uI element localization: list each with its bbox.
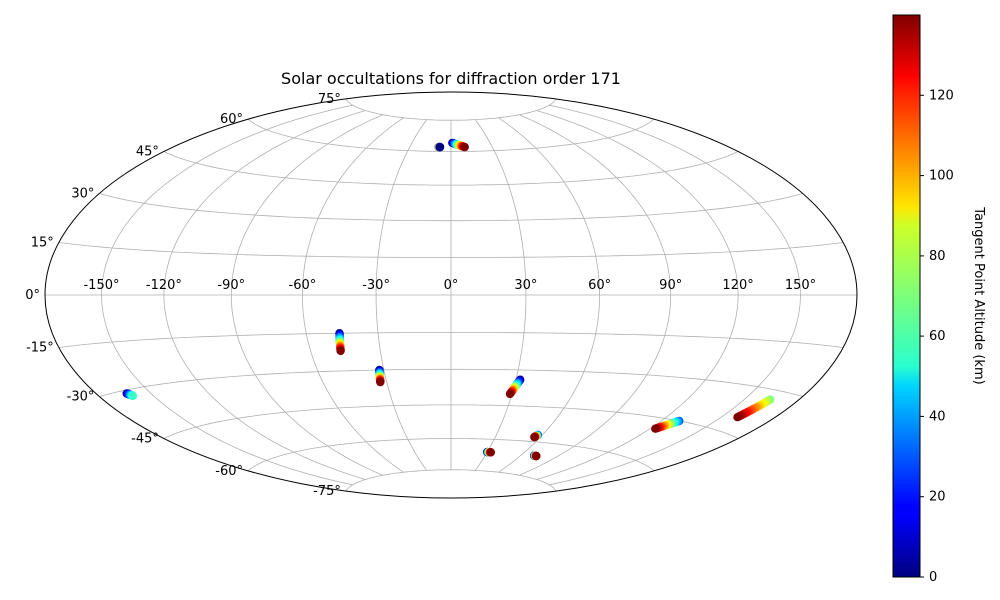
x-tick-label: 60° bbox=[588, 278, 611, 293]
parallel-line bbox=[163, 151, 739, 186]
parallel-line bbox=[345, 98, 557, 121]
colorbar-ticks: 0 20 40 60 80 100 120 bbox=[920, 88, 954, 585]
y-tick-label: 60° bbox=[220, 112, 243, 127]
y-tick-label: 30° bbox=[71, 187, 94, 202]
x-tick-label: 120° bbox=[722, 278, 753, 293]
parallel-line bbox=[58, 332, 844, 348]
data-point bbox=[505, 389, 515, 399]
x-tick-label: -90° bbox=[217, 278, 245, 293]
y-tick-label: 0° bbox=[25, 288, 40, 303]
grid bbox=[45, 98, 857, 492]
parallel-line bbox=[247, 438, 655, 472]
data-point bbox=[336, 346, 345, 356]
colorbar-tick-label: 60 bbox=[929, 329, 946, 344]
data-point bbox=[733, 413, 742, 422]
parallel-line bbox=[99, 368, 803, 397]
x-tick-label: 90° bbox=[659, 278, 682, 293]
colorbar-tick-label: 100 bbox=[929, 169, 954, 184]
colorbar-label: Tangent Point Altitude (km) bbox=[971, 206, 986, 384]
y-tick-label: 15° bbox=[31, 236, 54, 251]
colorbar-tick-label: 40 bbox=[929, 409, 946, 424]
y-tick-label: -60° bbox=[215, 464, 243, 479]
data-point bbox=[651, 424, 660, 433]
parallel-line bbox=[58, 242, 844, 258]
x-tick-label: 150° bbox=[785, 278, 816, 293]
y-tick-label: -75° bbox=[313, 484, 341, 499]
data-point bbox=[128, 391, 138, 400]
data-point bbox=[530, 432, 539, 442]
map-boundary bbox=[44, 91, 858, 499]
data-point bbox=[460, 142, 469, 152]
colorbar-tick-label: 120 bbox=[929, 88, 954, 103]
x-tick-label: -60° bbox=[289, 278, 317, 293]
parallel-line bbox=[247, 118, 655, 152]
parallel-line bbox=[99, 193, 803, 222]
x-tick-label: -120° bbox=[146, 278, 182, 293]
colorbar-tick-label: 0 bbox=[929, 570, 937, 585]
x-tick-label: -30° bbox=[362, 278, 390, 293]
y-tick-label: -30° bbox=[67, 390, 95, 405]
data-point bbox=[376, 377, 385, 387]
y-tick-label: -15° bbox=[26, 341, 54, 356]
y-tick-labels: 75° 60° 45° 30° 15° 0° -15° -30° -45° -60° -75° bbox=[25, 92, 341, 499]
parallel-line bbox=[163, 404, 739, 439]
data-point bbox=[486, 448, 495, 457]
y-tick-label: -45° bbox=[131, 432, 159, 447]
x-tick-labels: -150° -120° -90° -60° -30° 0° 30° 60° 90° 120° 150… bbox=[83, 278, 816, 293]
data-point bbox=[532, 451, 541, 461]
x-tick-label: 30° bbox=[514, 278, 537, 293]
data-points bbox=[122, 138, 775, 461]
x-tick-label: 0° bbox=[444, 278, 459, 293]
y-tick-label: 75° bbox=[318, 92, 341, 107]
parallel-line bbox=[345, 469, 557, 492]
x-tick-label: -150° bbox=[83, 278, 119, 293]
data-point bbox=[435, 142, 445, 152]
y-tick-label: 45° bbox=[136, 145, 159, 160]
chart-title: Solar occultations for diffraction order… bbox=[281, 69, 621, 88]
colorbar-tick-label: 20 bbox=[929, 490, 946, 505]
colorbar-tick-label: 80 bbox=[929, 249, 946, 264]
colorbar bbox=[892, 14, 921, 578]
